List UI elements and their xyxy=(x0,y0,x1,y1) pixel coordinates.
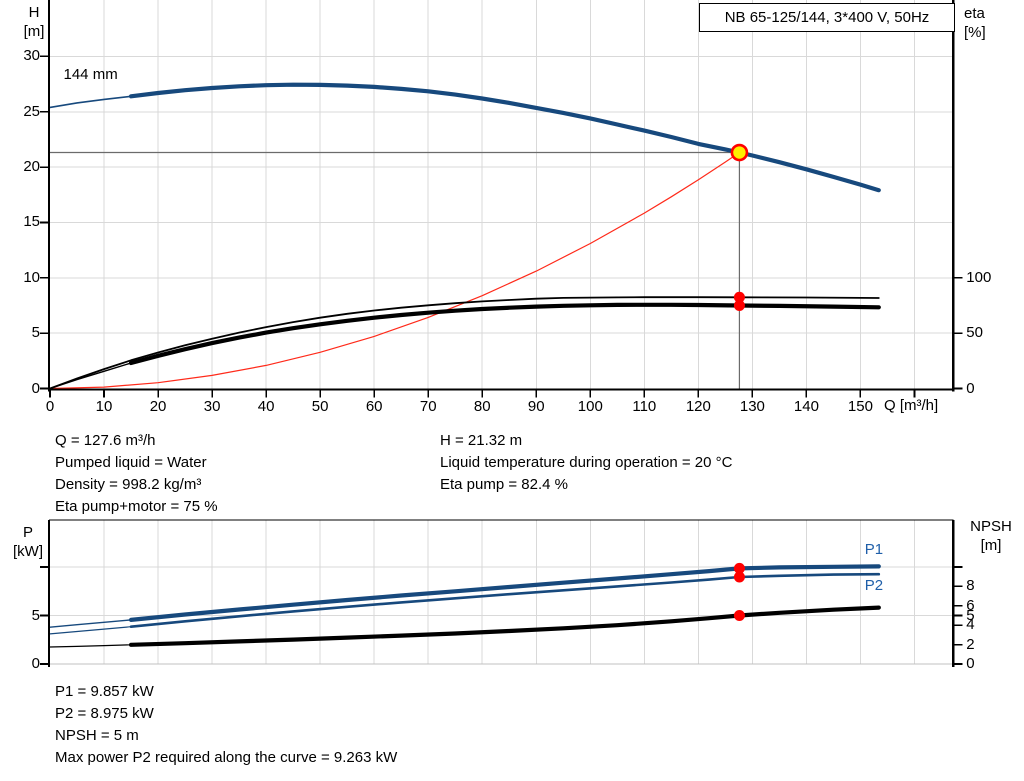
eta-axis-title: eta [%] xyxy=(964,4,1008,42)
p2-curve-lead xyxy=(49,626,132,635)
x-tick-label: 110 xyxy=(632,397,657,415)
x-tick-label: 140 xyxy=(793,397,819,415)
x-tick-label: 50 xyxy=(311,397,329,415)
y-left-tick-label: 0 xyxy=(31,379,40,397)
y-left-tick-label: 20 xyxy=(23,158,40,176)
eta-pump-curve xyxy=(49,296,880,390)
y-right-tick-label: 8 xyxy=(966,577,975,595)
duty-value-dot xyxy=(733,571,745,583)
x-tick-label: 130 xyxy=(739,397,765,415)
x-tick-label: 80 xyxy=(473,397,491,415)
eta-axis-title-line1: eta xyxy=(964,5,985,22)
npsh-curve xyxy=(128,605,881,647)
duty-value-dot xyxy=(733,299,745,311)
qh-curve-lead xyxy=(49,95,132,109)
curve-annotation-p2: P2 xyxy=(864,577,884,595)
p2-curve xyxy=(129,572,881,628)
curve-annotation-p1: P1 xyxy=(864,541,884,559)
pump-title-box: NB 65-125/144, 3*400 V, 50Hz xyxy=(699,3,955,32)
y-right-tick-label: 5 xyxy=(966,606,975,624)
duty-value-dot xyxy=(733,610,745,622)
y-left-tick-label: 0 xyxy=(31,655,40,672)
x-tick-label: 60 xyxy=(365,397,383,415)
x-tick-label: 70 xyxy=(419,397,437,415)
x-tick-label: 120 xyxy=(685,397,711,415)
y-right-tick-label: 6 xyxy=(966,596,975,614)
info-liquid: Pumped liquid = Water xyxy=(55,454,207,471)
y-left-tick-label: 25 xyxy=(23,102,40,120)
y-left-tick-label: 5 xyxy=(31,324,40,342)
info-max-power: Max power P2 required along the curve = … xyxy=(55,749,398,766)
x-tick-label: 20 xyxy=(149,397,167,415)
info-density: Density = 998.2 kg/m³ xyxy=(55,476,202,493)
h-axis-title-line2: [m] xyxy=(23,23,45,40)
y-right-tick-label: 2 xyxy=(966,635,975,653)
x-tick-label: 100 xyxy=(577,397,603,415)
eta-pump-motor-lead xyxy=(49,362,132,390)
p1-curve-lead xyxy=(49,619,132,628)
info-q: Q = 127.6 m³/h xyxy=(55,432,156,449)
h-axis-title-line1: H xyxy=(28,4,40,21)
p1-curve xyxy=(128,564,881,622)
duty-point-marker xyxy=(730,143,749,162)
npsh-axis-title-line2: [m] xyxy=(980,537,1002,554)
y-left-tick-label: 30 xyxy=(23,47,40,65)
y-right-tick-label: 0 xyxy=(966,379,975,397)
info-p1: P1 = 9.857 kW xyxy=(55,683,154,700)
npsh-axis-title-line1: NPSH xyxy=(970,518,1012,535)
y-left-tick-label: 10 xyxy=(23,268,40,286)
npsh-curve-lead xyxy=(49,644,132,648)
curve-annotation-144-mm: 144 mm xyxy=(63,66,118,84)
x-tick-label: 30 xyxy=(203,397,221,415)
p-axis-title-line1: P xyxy=(22,524,33,541)
info-eta-pump: Eta pump = 82.4 % xyxy=(440,476,568,493)
y-right-tick-label: 4 xyxy=(966,616,975,634)
y-right-tick-label: 50 xyxy=(966,324,983,342)
system-curve xyxy=(49,151,740,390)
p-axis-title-line2: [kW] xyxy=(13,543,43,560)
y-right-tick-label: 100 xyxy=(966,268,992,286)
duty-value-dot xyxy=(733,562,745,574)
y-left-tick-label: 15 xyxy=(23,213,40,231)
y-left-tick-label: 5 xyxy=(31,606,40,624)
npsh-axis-title: NPSH [m] xyxy=(960,517,1022,555)
eta-axis-title-line2: [%] xyxy=(964,24,986,41)
q-axis-label: Q [m³/h] xyxy=(884,397,939,414)
info-npsh: NPSH = 5 m xyxy=(55,727,139,744)
info-p2: P2 = 8.975 kW xyxy=(55,705,154,722)
x-tick-label: 150 xyxy=(847,397,873,415)
info-h: H = 21.32 m xyxy=(440,432,523,449)
x-tick-label: 10 xyxy=(95,397,113,415)
x-tick-label: 40 xyxy=(257,397,275,415)
duty-value-dot xyxy=(733,291,745,303)
y-right-tick-label: 0 xyxy=(966,655,975,672)
h-axis-title: H [m] xyxy=(14,3,54,41)
qh-curve-144mm xyxy=(128,82,881,193)
x-tick-label: 0 xyxy=(45,397,55,415)
p-axis-title: P [kW] xyxy=(6,523,50,561)
info-temperature: Liquid temperature during operation = 20… xyxy=(440,454,733,471)
info-eta-pm: Eta pump+motor = 75 % xyxy=(55,498,218,515)
eta-pump-motor-curve xyxy=(128,302,881,366)
x-tick-label: 90 xyxy=(527,397,545,415)
